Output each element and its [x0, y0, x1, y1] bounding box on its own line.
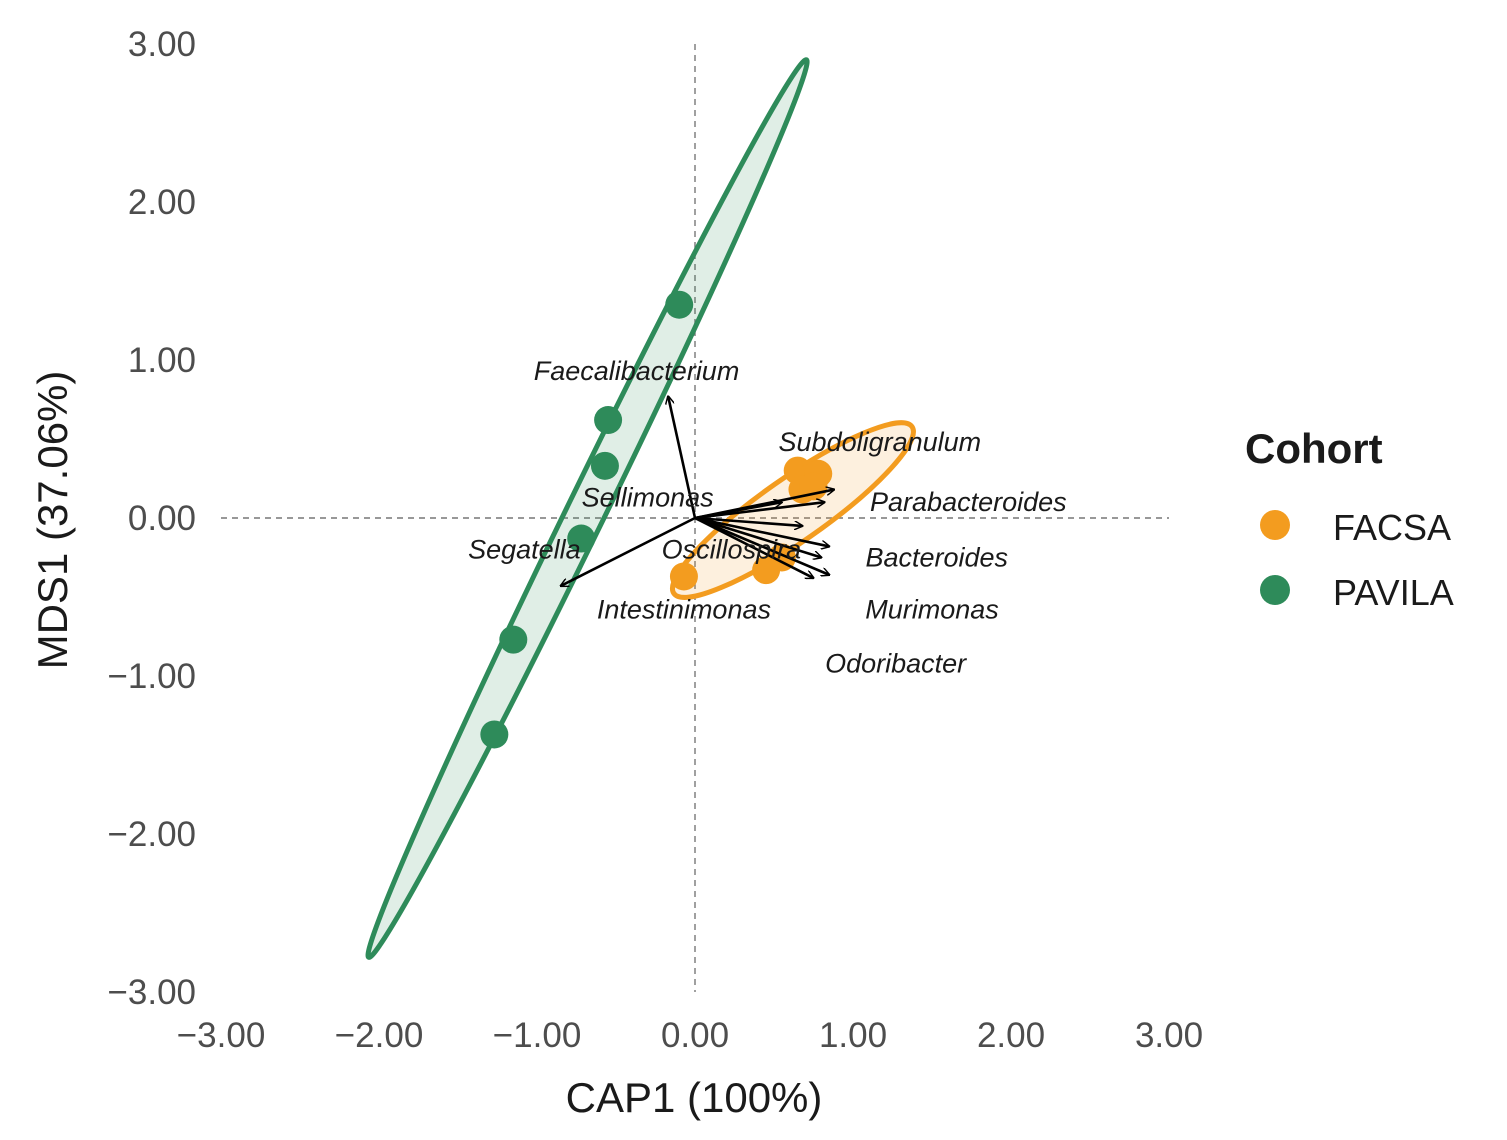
vector-murimonas [694, 516, 829, 575]
y-tick-label: −3.00 [107, 973, 196, 1012]
ellipse-facsa [670, 420, 916, 600]
vector-label-intestinimonas: Intestinimonas [597, 595, 771, 625]
x-tick-label: −2.00 [335, 1016, 424, 1055]
vector-label-bacteroides: Bacteroides [865, 543, 1008, 573]
y-tick-label: −1.00 [107, 657, 196, 696]
y-tick-label: 2.00 [128, 183, 196, 222]
vector-label-faecalibacterium: Faecalibacterium [534, 356, 740, 386]
legend-title: Cohort [1245, 425, 1383, 472]
y-tick-label: 3.00 [128, 25, 196, 64]
y-tick-label: −2.00 [107, 815, 196, 854]
vector-segatella [561, 516, 696, 588]
vector-label-segatella: Segatella [468, 535, 581, 565]
y-axis-title: MDS1 (37.06%) [29, 371, 76, 670]
vector-parabacteroides [694, 490, 834, 520]
vector-odoribacter [694, 516, 821, 558]
legend-key-pavila [1260, 575, 1290, 605]
x-tick-label: −3.00 [177, 1016, 266, 1055]
point-pavila-4 [499, 625, 528, 654]
legend-label-pavila: PAVILA [1333, 572, 1454, 613]
x-tick-label: −1.00 [493, 1016, 582, 1055]
ellipse-pavila [365, 57, 810, 960]
y-axis-ticks: 3.00 2.00 1.00 0.00 −1.00 −2.00 −3.00 [107, 25, 196, 1012]
x-tick-label: 2.00 [977, 1016, 1045, 1055]
vector-label-murimonas: Murimonas [865, 595, 999, 625]
biplot-labels: Faecalibacterium Subdoligranulum Sellimona… [468, 356, 1067, 678]
vector-intestinimonas [694, 516, 814, 580]
point-pavila-0 [665, 290, 694, 319]
legend: Cohort FACSA PAVILA [1245, 425, 1454, 613]
vector-oscillospira [694, 516, 802, 526]
point-pavila-3 [567, 524, 596, 553]
x-axis-title: CAP1 (100%) [566, 1074, 823, 1121]
vector-faecalibacterium [668, 396, 697, 519]
x-tick-label: 0.00 [661, 1016, 729, 1055]
vector-label-odoribacter: Odoribacter [825, 648, 967, 678]
point-facsa-7 [669, 562, 698, 591]
legend-label-facsa: FACSA [1333, 507, 1451, 548]
y-tick-label: 1.00 [128, 341, 196, 380]
x-tick-label: 3.00 [1135, 1016, 1203, 1055]
vector-label-sellimonas: Sellimonas [582, 482, 714, 512]
vector-label-parabacteroides: Parabacteroides [870, 487, 1067, 517]
point-pavila-5 [480, 720, 509, 749]
y-tick-label: 0.00 [128, 499, 196, 538]
vector-label-oscillospira: Oscillospira [662, 535, 802, 565]
legend-key-facsa [1260, 510, 1290, 540]
point-pavila-1 [594, 406, 623, 435]
vector-label-subdoligranulum: Subdoligranulum [779, 427, 982, 457]
x-axis-ticks: −3.00 −2.00 −1.00 0.00 1.00 2.00 3.00 [177, 1016, 1203, 1055]
point-pavila-2 [590, 451, 619, 480]
vector-bacteroides [694, 516, 829, 546]
x-tick-label: 1.00 [819, 1016, 887, 1055]
confidence-ellipses [365, 57, 916, 960]
biplot-vectors [561, 396, 834, 588]
